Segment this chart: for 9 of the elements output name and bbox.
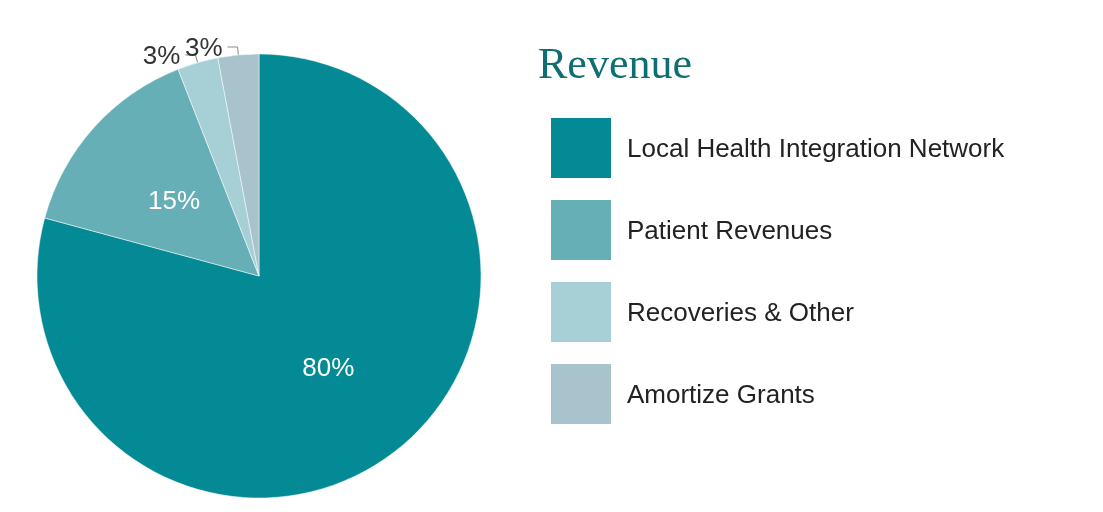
legend-label: Patient Revenues	[627, 215, 833, 245]
chart-title: Revenue	[538, 38, 692, 88]
data-label: 3%	[142, 39, 181, 70]
legend-label: Local Health Integration Network	[627, 133, 1006, 163]
legend-label: Recoveries & Other	[627, 297, 855, 327]
data-label: 3%	[184, 32, 223, 62]
data-label: 15%	[148, 184, 201, 215]
data-label: 80%	[302, 351, 355, 382]
legend-label: Amortize Grants	[627, 379, 815, 409]
